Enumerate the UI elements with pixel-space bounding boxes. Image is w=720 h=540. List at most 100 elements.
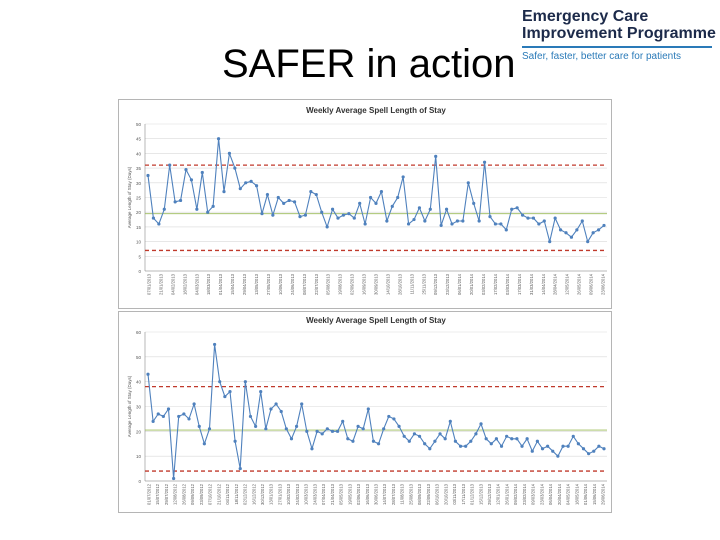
data-point [222, 190, 226, 194]
x-tick-label: 30/12/2012 [260, 483, 265, 505]
x-tick-label: 02/12/2012 [243, 483, 248, 505]
y-tick-label: 0 [138, 269, 141, 274]
data-point [292, 200, 297, 204]
data-point [265, 192, 270, 197]
data-point [505, 434, 509, 438]
x-tick-label: 27/05/2013 [266, 273, 271, 295]
data-point [368, 195, 373, 200]
data-point [504, 228, 508, 232]
x-tick-label: 09/03/2014 [531, 483, 536, 505]
x-tick-label: 29/04/2013 [242, 273, 247, 295]
data-point [157, 222, 161, 226]
data-point [249, 179, 253, 183]
data-point [253, 424, 258, 428]
x-tick-label: 15/12/2013 [478, 483, 483, 505]
x-tick-label: 20/04/2014 [557, 483, 562, 505]
data-point [335, 429, 340, 433]
data-point [439, 223, 443, 228]
y-tick-label: 20 [136, 210, 142, 215]
x-tick-label: 21/10/2012 [216, 483, 221, 505]
x-tick-label: 20/10/2013 [443, 483, 448, 505]
data-point [438, 432, 442, 436]
data-point [575, 228, 579, 232]
x-tick-label: 16/09/2013 [362, 273, 367, 295]
data-point [325, 225, 329, 229]
x-tick-label: 14/07/2013 [382, 483, 387, 505]
data-point [466, 181, 470, 185]
x-tick-label: 07/10/2012 [208, 483, 213, 505]
data-point [211, 204, 215, 208]
data-point [374, 201, 378, 205]
los-chart-top-svg: Weekly Average Spell Length of Stay 0 5 10 1… [127, 106, 607, 295]
data-point [376, 442, 381, 446]
data-point [276, 195, 280, 200]
x-tick-label: 10/06/2013 [278, 273, 283, 295]
data-point [433, 439, 437, 443]
data-point [392, 417, 396, 421]
data-point [469, 439, 473, 443]
data-point [260, 212, 264, 216]
data-point [269, 407, 273, 411]
data-point [551, 449, 555, 453]
x-tick-label: 26/01/2014 [504, 483, 509, 505]
chart-title: Weekly Average Spell Length of Stay [306, 106, 446, 115]
data-point [412, 432, 417, 436]
data-point [580, 219, 584, 223]
x-tick-label: 03/03/2014 [505, 273, 510, 295]
data-point [591, 231, 595, 235]
data-point [423, 442, 427, 446]
data-point [310, 447, 314, 451]
data-point [314, 192, 318, 197]
data-point [556, 454, 560, 458]
data-point [417, 206, 422, 210]
y-tick-label: 20 [136, 429, 142, 434]
data-point [520, 213, 525, 217]
data-point [493, 222, 498, 226]
data-point [173, 200, 177, 204]
data-point [351, 439, 355, 443]
x-tick-label: 08/09/2013 [417, 483, 422, 505]
data-point [510, 437, 514, 441]
data-point [443, 437, 447, 441]
data-point [228, 390, 232, 394]
data-point [233, 439, 237, 443]
data-point [294, 424, 299, 428]
data-point [548, 240, 552, 244]
data-point [546, 444, 550, 448]
data-point [289, 437, 294, 441]
x-tick-label: 15/07/2012 [155, 483, 160, 505]
data-point [192, 402, 196, 406]
logo-line-2: Improvement Programme [522, 25, 716, 42]
data-point [218, 380, 222, 384]
data-point [320, 432, 324, 436]
data-point [542, 219, 546, 223]
data-point [298, 215, 302, 219]
x-tick-label: 23/02/2014 [522, 483, 527, 505]
x-tick-label: 11/11/2013 [409, 273, 414, 294]
data-point [361, 427, 365, 431]
data-point [484, 437, 488, 441]
data-point [233, 166, 237, 170]
data-point [287, 198, 291, 203]
data-point [401, 175, 405, 179]
data-point [202, 442, 206, 446]
x-tick-label: 16/06/2013 [365, 483, 370, 505]
x-tick-label: 23/06/2014 [601, 273, 606, 295]
data-point [264, 427, 268, 431]
data-point [453, 439, 458, 443]
x-tick-label: 08/07/2013 [302, 273, 307, 295]
data-point [444, 207, 449, 211]
data-point [564, 231, 568, 235]
x-tick-label: 14/04/2014 [541, 273, 546, 295]
data-point [243, 380, 247, 384]
data-point [177, 414, 181, 419]
data-point [515, 437, 519, 441]
x-tick-label: 12/08/2012 [173, 483, 178, 505]
data-point [423, 219, 427, 223]
data-point [363, 222, 367, 226]
data-point [510, 207, 514, 211]
data-series-line [147, 138, 605, 243]
x-tick-label: 06/04/2014 [548, 483, 553, 505]
data-point [455, 219, 460, 223]
data-point [146, 173, 150, 178]
